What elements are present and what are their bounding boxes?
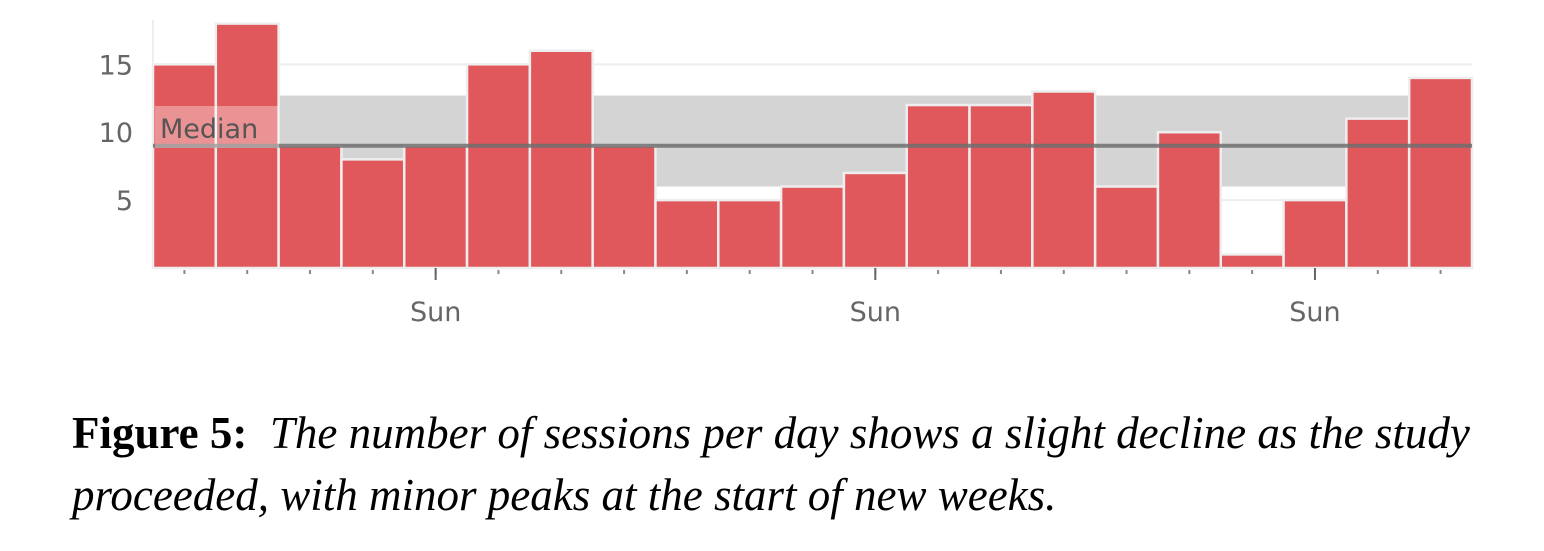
figure-caption: Figure 5: The number of sessions per day… (72, 402, 1492, 526)
bar (1031, 90, 1097, 270)
figure-caption-text: The number of sessions per day shows a s… (72, 408, 1470, 520)
bar (1093, 185, 1160, 270)
x-tick-label: Sun (410, 297, 461, 328)
bar (591, 144, 657, 270)
sessions-bar-chart: 5 10 15 Median Sun Sun Sun (99, 20, 1474, 328)
bar (465, 63, 532, 270)
bar (340, 158, 406, 270)
figure-label: Figure 5: (72, 408, 248, 458)
bar (1282, 198, 1348, 270)
bar (654, 198, 720, 270)
y-tick-label: 15 (99, 50, 133, 81)
bar (842, 171, 908, 270)
bar (1219, 253, 1285, 270)
bar (779, 185, 846, 270)
bar (528, 49, 594, 270)
y-tick-label: 5 (116, 186, 133, 217)
bar (905, 103, 971, 270)
median-label-box (155, 106, 279, 148)
bar (1345, 117, 1411, 270)
y-tick-label: 10 (99, 118, 133, 149)
x-tick-label: Sun (850, 297, 901, 328)
bar (968, 103, 1034, 270)
bar (402, 144, 469, 270)
bar (1407, 76, 1474, 270)
bar (151, 63, 218, 270)
x-tick-label: Sun (1289, 297, 1340, 328)
bar (277, 144, 343, 270)
bar (717, 198, 783, 270)
bar (1156, 130, 1223, 270)
median-label: Median (160, 114, 258, 145)
